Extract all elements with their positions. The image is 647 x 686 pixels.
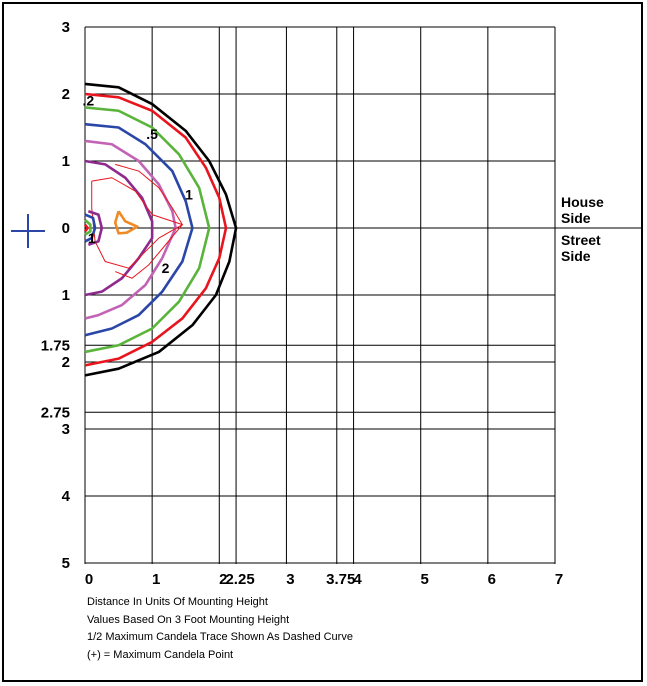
y-tick-label: 1.75 <box>41 337 70 354</box>
contour-label: 2 <box>162 260 170 276</box>
contour-curve <box>84 213 97 243</box>
y-tick-label: 1 <box>62 153 70 170</box>
y-tick-label: 0 <box>62 220 70 237</box>
contour-label: .5 <box>146 126 158 142</box>
contour-curve <box>84 159 154 297</box>
contour-curve <box>84 82 238 377</box>
x-tick-label: 2.25 <box>225 571 254 588</box>
x-tick-label: 2 <box>219 571 227 588</box>
x-tick-label: 0 <box>85 571 93 588</box>
house-side-label: Side <box>561 210 591 226</box>
street-side-label: Street <box>561 232 601 248</box>
contour-curve <box>91 177 183 269</box>
contour-curve <box>87 210 104 246</box>
y-tick-label: 1 <box>62 287 70 304</box>
contour-label: .2 <box>83 93 95 109</box>
note-line: 1/2 Maximum Candela Trace Shown As Dashe… <box>87 631 353 643</box>
y-tick-label: 4 <box>62 488 71 505</box>
contour-curve <box>113 210 139 235</box>
chart-notes: Distance In Units Of Mounting Height Val… <box>87 594 353 664</box>
contour-curve <box>84 106 211 354</box>
x-tick-label: 3 <box>286 571 294 588</box>
y-tick-label: 3 <box>62 19 70 36</box>
x-tick-label: 5 <box>421 571 429 588</box>
x-tick-label: 1 <box>152 571 160 588</box>
y-tick-label: 3 <box>62 421 70 438</box>
house-side-label: House <box>561 194 604 210</box>
x-tick-label: 3.75 <box>326 571 355 588</box>
y-tick-label: 2.75 <box>41 404 70 421</box>
x-tick-label: 4 <box>353 571 362 588</box>
y-tick-label: 5 <box>62 555 70 572</box>
street-side-label: Side <box>561 248 591 264</box>
note-line: Distance In Units Of Mounting Height <box>87 596 268 608</box>
y-tick-label: 2 <box>62 354 70 371</box>
contour-curve <box>84 92 228 367</box>
y-tick-label: 2 <box>62 86 70 103</box>
contour-curve <box>83 223 89 233</box>
contour-curve <box>84 122 194 337</box>
contour-curve <box>115 163 183 279</box>
note-line: (+) = Maximum Candela Point <box>87 648 234 661</box>
x-tick-label: 7 <box>555 571 563 588</box>
contour-curve <box>84 218 92 236</box>
note-line: Values Based On 3 Foot Mounting Height <box>87 613 290 626</box>
contour-label: 1 <box>185 187 193 203</box>
contour-label: 1 <box>88 230 96 246</box>
x-tick-label: 6 <box>488 571 496 588</box>
